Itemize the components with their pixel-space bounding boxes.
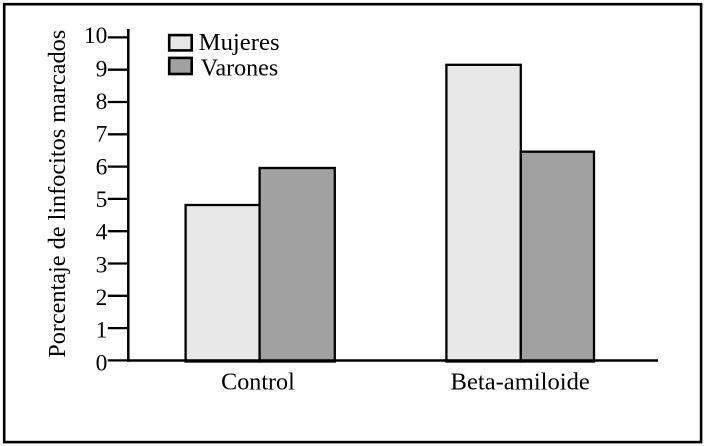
svg-text:Mujeres: Mujeres	[199, 30, 280, 56]
svg-text:Varones: Varones	[201, 55, 278, 81]
svg-text:10: 10	[84, 23, 108, 49]
svg-text:5: 5	[96, 187, 108, 213]
svg-text:6: 6	[96, 154, 108, 180]
svg-text:8: 8	[96, 89, 108, 115]
svg-text:0: 0	[96, 350, 108, 376]
svg-text:9: 9	[96, 56, 108, 82]
svg-text:7: 7	[96, 122, 108, 148]
svg-text:Control: Control	[221, 370, 295, 396]
svg-text:Beta-amiloide: Beta-amiloide	[451, 370, 590, 396]
svg-text:Porcentaje de linfocitos marca: Porcentaje de linfocitos marcados	[45, 30, 71, 358]
svg-text:3: 3	[96, 252, 108, 278]
svg-text:4: 4	[96, 220, 108, 246]
svg-text:1: 1	[96, 318, 108, 344]
svg-text:2: 2	[96, 285, 108, 311]
